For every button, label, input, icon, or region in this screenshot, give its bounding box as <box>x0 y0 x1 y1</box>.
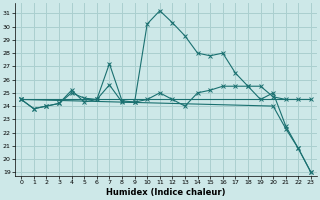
X-axis label: Humidex (Indice chaleur): Humidex (Indice chaleur) <box>106 188 226 197</box>
